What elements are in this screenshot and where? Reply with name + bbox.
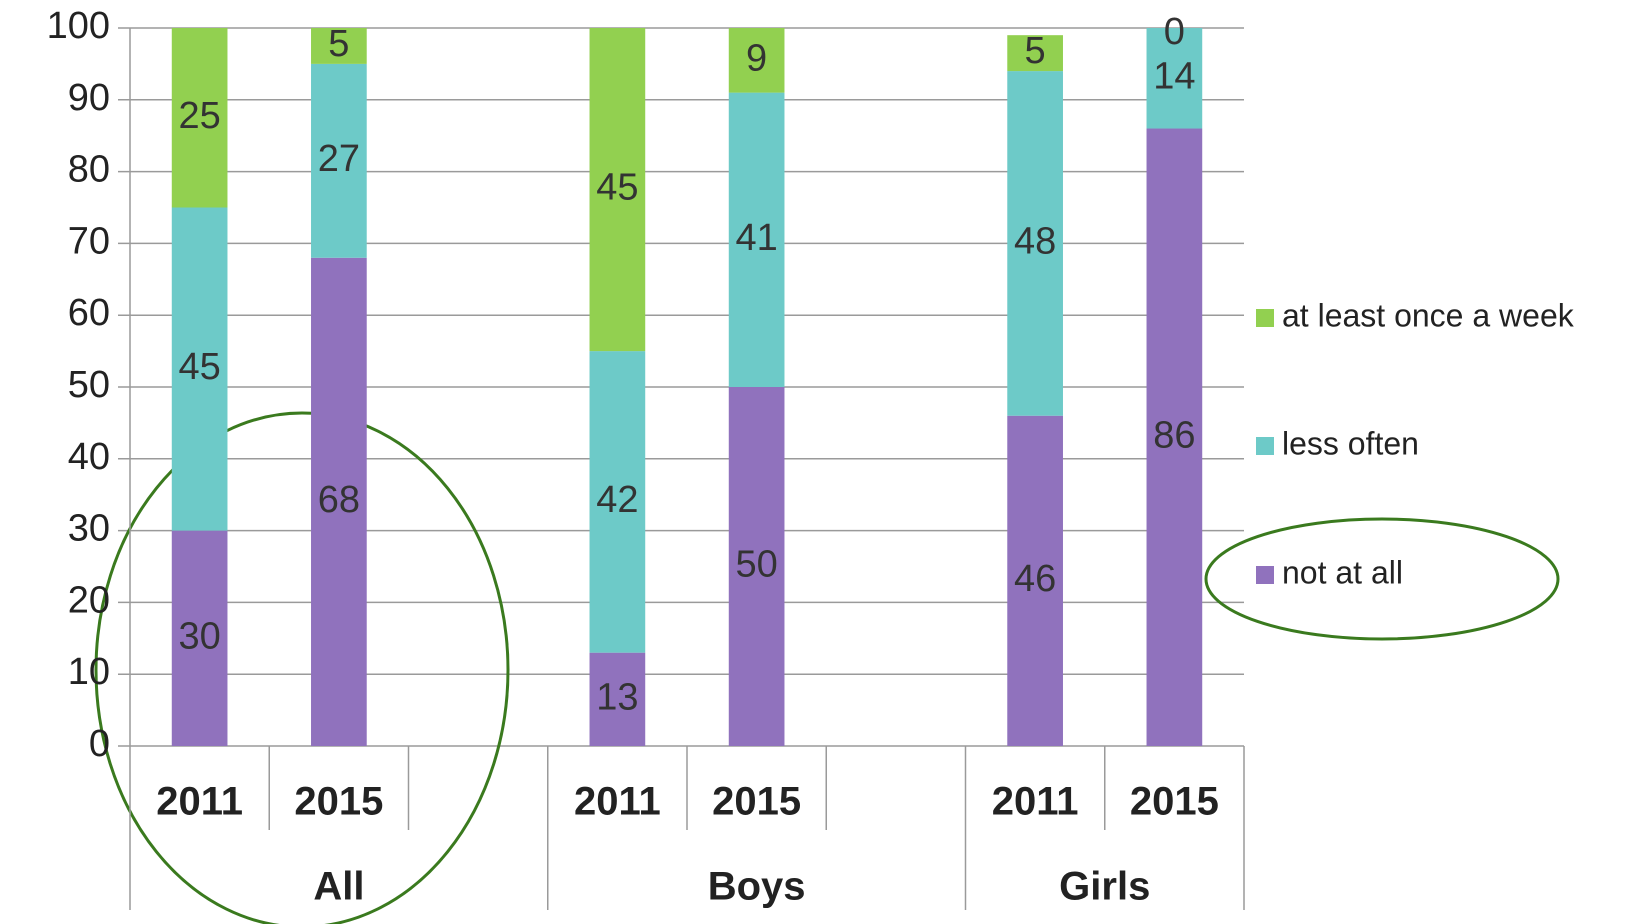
x-tick-label: 2011	[992, 780, 1079, 824]
data-label: 45	[178, 346, 220, 388]
bar-segment	[1007, 415, 1063, 746]
group-label: Girls	[1059, 865, 1150, 909]
bar-segment	[728, 92, 785, 388]
data-label: 25	[178, 95, 220, 137]
bar-segment	[311, 28, 367, 64]
legend-swatch	[1256, 566, 1274, 584]
data-label: 42	[596, 479, 638, 521]
bar-segment	[171, 530, 228, 746]
data-label: 13	[596, 676, 638, 718]
y-tick-label: 50	[68, 364, 110, 406]
bar-segment	[589, 351, 646, 653]
legend-label: at least once a week	[1282, 297, 1575, 333]
data-label: 14	[1153, 55, 1195, 97]
legend-swatch	[1256, 309, 1274, 327]
y-tick-label: 40	[68, 436, 110, 478]
y-tick-label: 90	[68, 77, 110, 119]
bar-segment	[589, 652, 646, 746]
data-label: 48	[1014, 220, 1056, 262]
bar-segment	[1146, 128, 1203, 746]
data-label: 46	[1014, 558, 1056, 600]
bar-segment	[171, 207, 228, 531]
data-label: 5	[1025, 30, 1046, 72]
y-tick-label: 100	[47, 5, 110, 47]
bar-segment	[589, 28, 646, 352]
data-label: 27	[318, 138, 360, 180]
legend-swatch	[1256, 437, 1274, 455]
bar-segment	[728, 387, 785, 746]
y-tick-label: 30	[68, 508, 110, 550]
data-label: 45	[596, 167, 638, 209]
data-label: 50	[735, 544, 777, 586]
x-tick-label: 2015	[712, 780, 801, 824]
x-tick-label: 2015	[294, 780, 383, 824]
legend-label: less often	[1282, 425, 1419, 461]
group-label: All	[313, 865, 364, 909]
highlight-ellipse	[94, 411, 510, 924]
legend-label: not at all	[1282, 554, 1403, 590]
data-label: 86	[1153, 414, 1195, 456]
highlight-ellipse	[1204, 517, 1560, 641]
data-label: 9	[746, 37, 767, 79]
group-label: Boys	[708, 865, 806, 909]
x-tick-label: 2011	[574, 780, 661, 824]
bar-segment	[1007, 35, 1063, 72]
data-label: 41	[735, 217, 777, 259]
bar-segment	[1146, 28, 1203, 129]
bar-segment	[171, 28, 228, 208]
y-tick-label: 60	[68, 292, 110, 334]
y-tick-label: 10	[68, 651, 110, 693]
data-label: 0	[1164, 11, 1185, 53]
y-tick-label: 70	[68, 220, 110, 262]
y-tick-label: 80	[68, 149, 110, 191]
x-tick-label: 2015	[1130, 780, 1219, 824]
bar-segment	[728, 28, 785, 93]
x-tick-label: 2011	[156, 780, 243, 824]
data-label: 5	[328, 23, 349, 65]
bar-segment	[311, 257, 367, 746]
y-tick-label: 20	[68, 579, 110, 621]
y-tick-label: 0	[89, 723, 110, 765]
bar-segment	[311, 63, 367, 258]
data-label: 68	[318, 479, 360, 521]
bar-segment	[1007, 71, 1063, 416]
data-label: 30	[178, 615, 220, 657]
